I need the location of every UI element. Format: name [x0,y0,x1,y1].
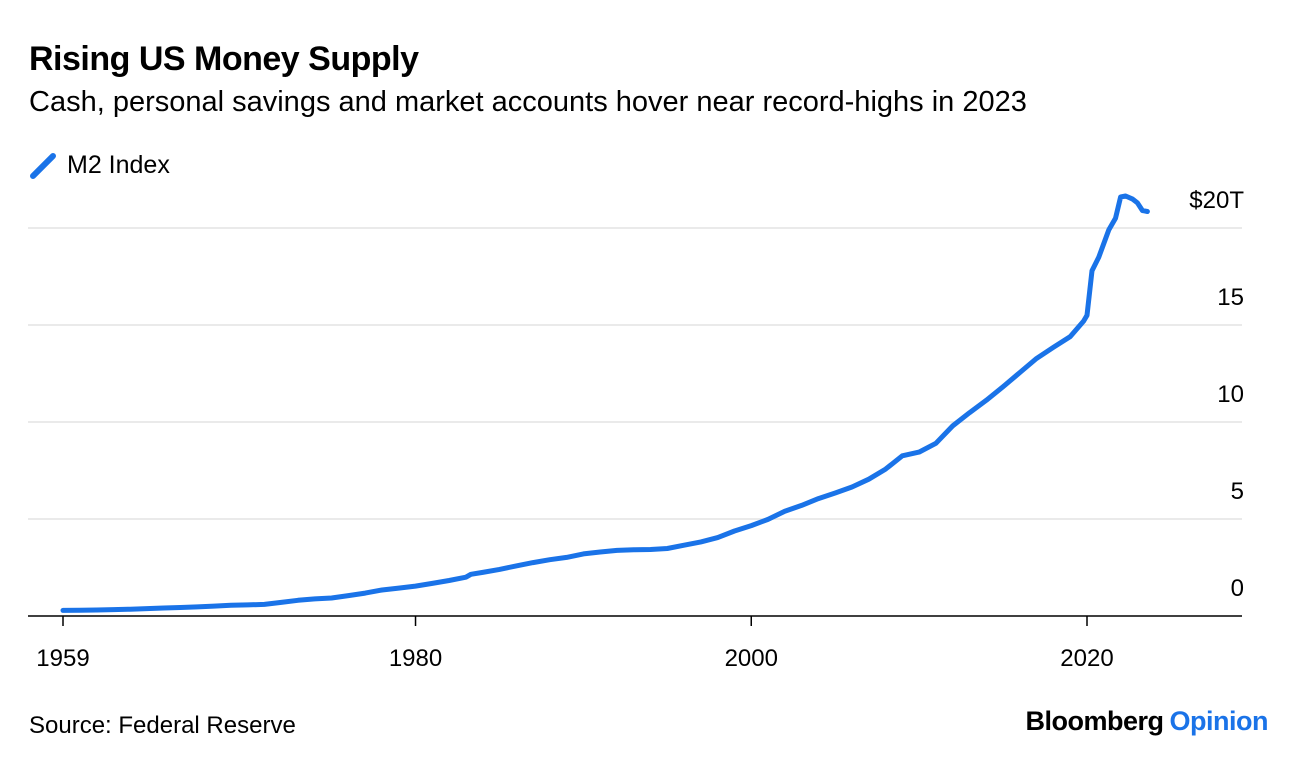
y-tick-label-10: 10 [1217,381,1244,408]
legend: M2 Index [29,148,170,182]
brand-accent: Opinion [1169,706,1269,736]
y-tick-label-0: 0 [1231,575,1244,602]
x-tick-label-2020: 2020 [1060,645,1113,672]
y-tick-label-5: 5 [1231,478,1244,505]
x-tick-label-1980: 1980 [389,645,442,672]
brand-main: Bloomberg [1025,706,1165,736]
x-axis [28,615,1242,626]
x-tick-label-2000: 2000 [725,645,778,672]
chart-subtitle: Cash, personal savings and market accoun… [29,86,1027,118]
legend-swatch-icon [30,153,56,179]
grid-lines [28,227,1242,520]
legend-label-m2: M2 Index [67,150,170,179]
x-tick-label-1959: 1959 [36,645,89,672]
x-axis-labels: 1959 1980 2000 2020 [36,645,1113,672]
chart-title: Rising US Money Supply [29,40,419,78]
y-axis-labels: 0 5 10 15 $20T [1189,187,1244,602]
source-note: Source: Federal Reserve [29,712,296,739]
brand-logo: Bloomberg Opinion [1026,706,1269,737]
line-chart: 0 5 10 15 $20T 1959 1980 2000 2020 [28,187,1244,672]
y-tick-label-15: 15 [1217,284,1244,311]
y-tick-label-20: $20T [1189,187,1244,214]
series-layer [60,193,1150,613]
series-line-m2-index [60,193,1150,613]
